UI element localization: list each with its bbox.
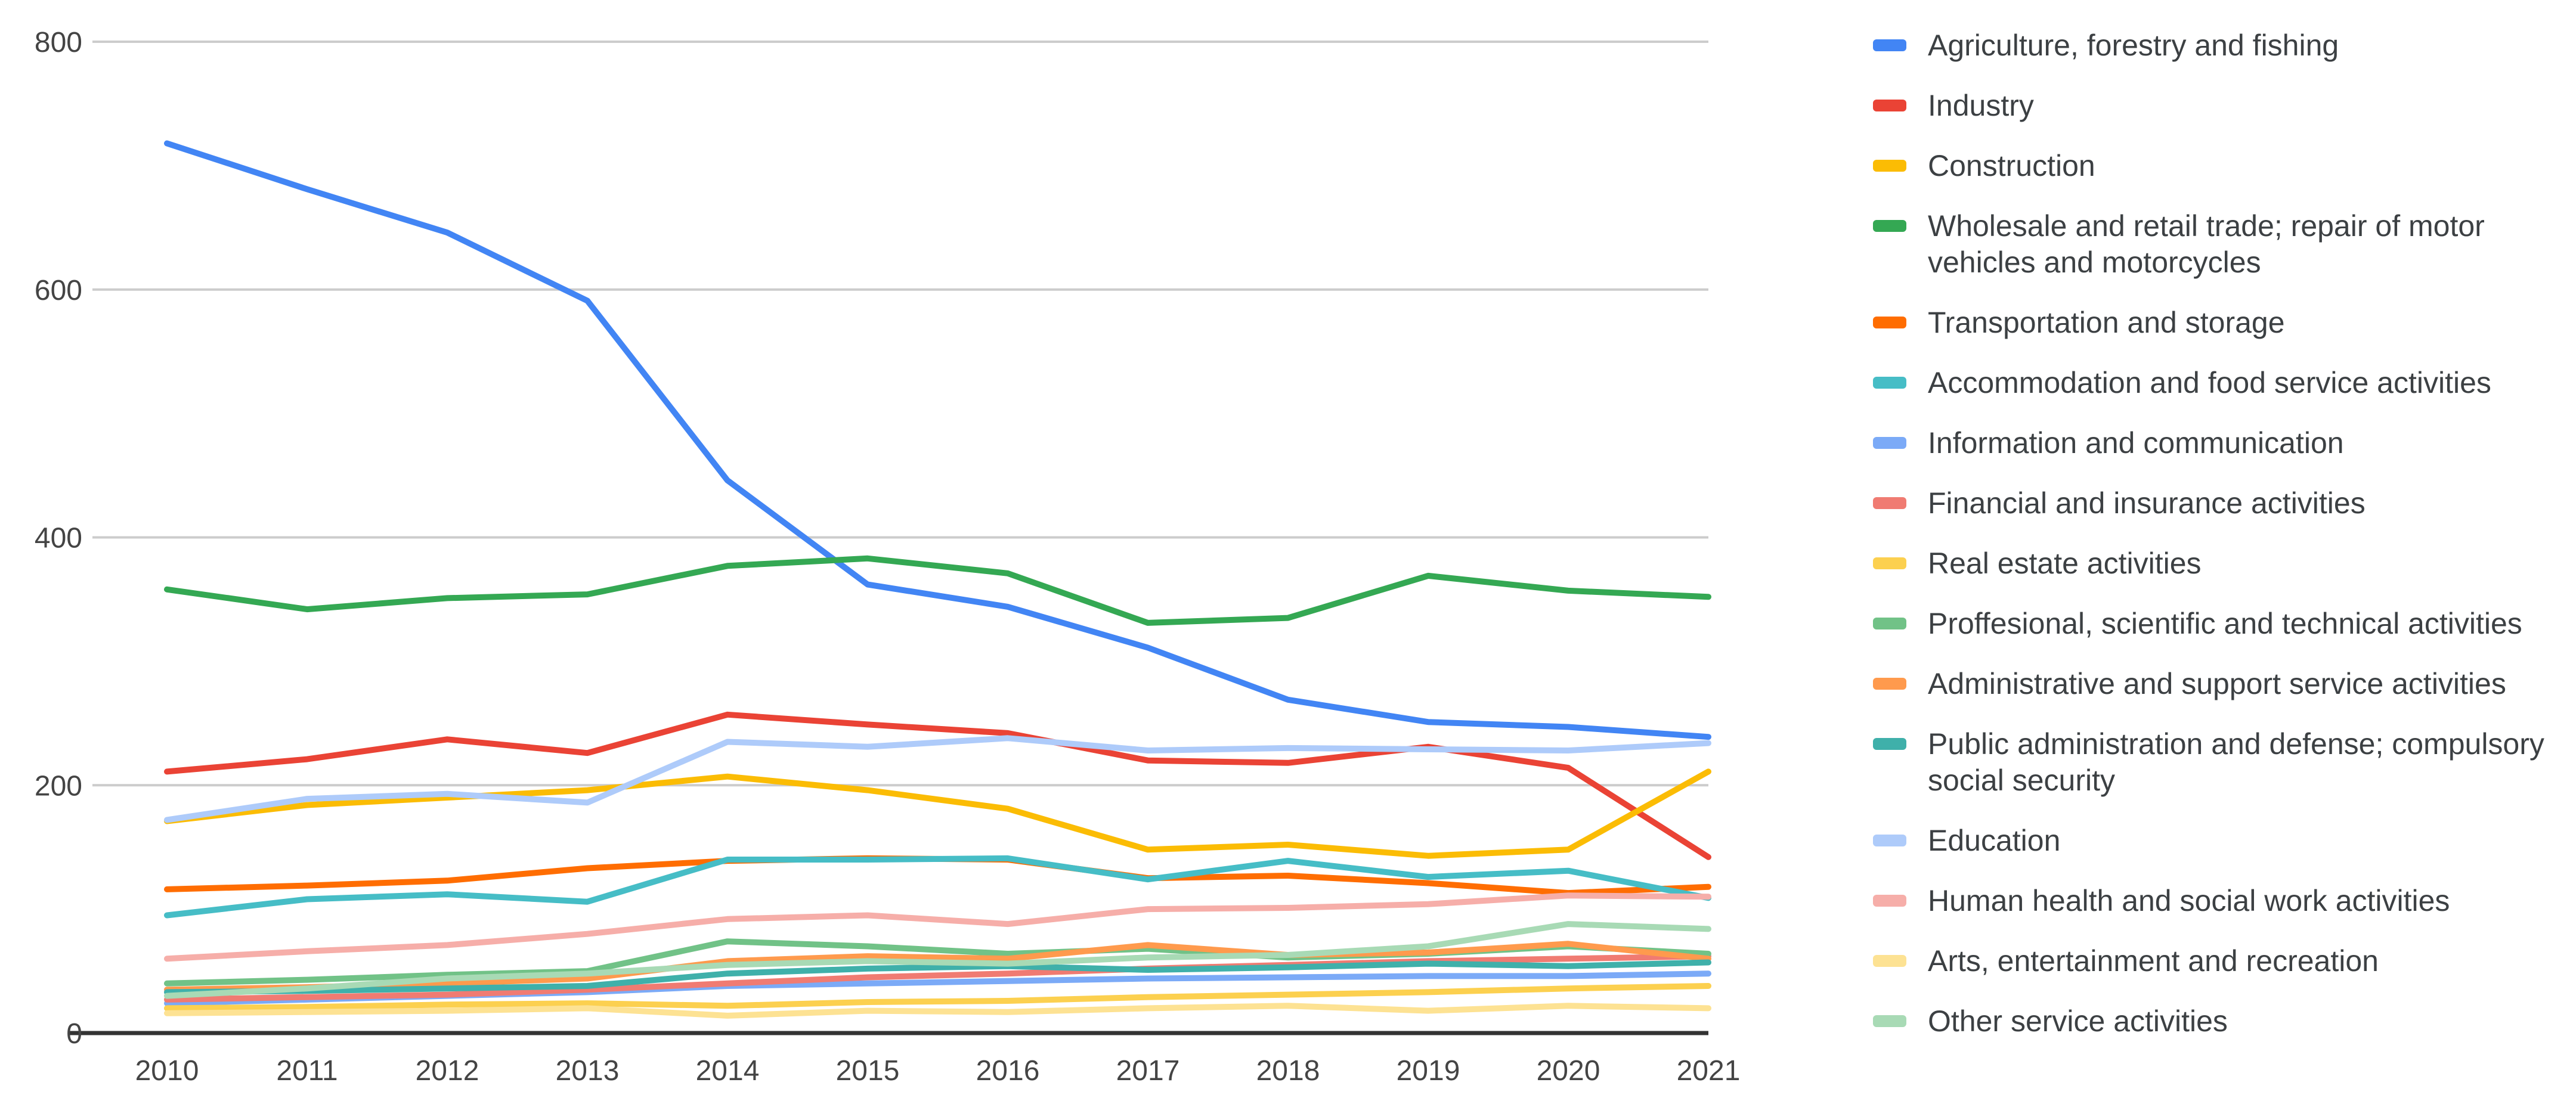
legend-swatch-icon — [1873, 100, 1906, 111]
legend-item[interactable]: Wholesale and retail trade; repair of mo… — [1873, 208, 2565, 281]
legend-item[interactable]: Information and communication — [1873, 425, 2565, 461]
legend-item[interactable]: Public administration and defense; compu… — [1873, 726, 2565, 799]
legend-swatch-icon — [1873, 955, 1906, 967]
series-line[interactable] — [164, 941, 1711, 993]
x-tick-label: 2015 — [836, 1055, 900, 1087]
x-tick-label: 2013 — [556, 1055, 620, 1087]
x-tick-label: 2021 — [1677, 1055, 1741, 1087]
legend-swatch-icon — [1873, 497, 1906, 509]
legend-label: Other service activities — [1928, 1004, 2228, 1038]
legend-label: Administrative and support service activ… — [1928, 667, 2506, 700]
series-line[interactable] — [164, 1003, 1711, 1019]
legend-item[interactable]: Other service activities — [1873, 1003, 2565, 1040]
series-lines — [164, 140, 1711, 1019]
legend-label: Wholesale and retail trade; repair of mo… — [1928, 209, 2485, 279]
chart-legend: Agriculture, forestry and fishing Industr… — [1873, 27, 2565, 1040]
y-axis-tick-labels: 0 200 400 600 800 — [35, 27, 82, 1050]
legend-label: Real estate activities — [1928, 547, 2202, 580]
series-line[interactable] — [164, 735, 1711, 823]
series-line[interactable] — [164, 768, 1711, 859]
x-tick-label: 2017 — [1116, 1055, 1180, 1087]
legend-item[interactable]: Human health and social work activities — [1873, 883, 2565, 919]
legend-label: Agriculture, forestry and fishing — [1928, 29, 2339, 62]
legend-swatch-icon — [1873, 557, 1906, 569]
legend-label: Public administration and defense; compu… — [1928, 727, 2544, 797]
legend-label: Construction — [1928, 149, 2095, 182]
legend-swatch-icon — [1873, 895, 1906, 907]
legend-label: Human health and social work activities — [1928, 884, 2450, 917]
series-line[interactable] — [164, 953, 1711, 1003]
x-tick-label: 2018 — [1256, 1055, 1320, 1087]
legend-item[interactable]: Transportation and storage — [1873, 305, 2565, 341]
legend-label: Information and communication — [1928, 426, 2344, 460]
series-line[interactable] — [164, 855, 1711, 919]
y-tick-label: 400 — [35, 523, 82, 554]
y-tick-label: 800 — [35, 27, 82, 58]
legend-label: Accommodation and food service activitie… — [1928, 366, 2491, 399]
y-tick-label: 200 — [35, 770, 82, 802]
series-line[interactable] — [164, 983, 1711, 1012]
x-tick-label: 2012 — [416, 1055, 479, 1087]
legend-item[interactable]: Construction — [1873, 148, 2565, 184]
x-tick-label: 2010 — [135, 1055, 199, 1087]
legend-item[interactable]: Administrative and support service activ… — [1873, 666, 2565, 702]
x-tick-label: 2019 — [1397, 1055, 1460, 1087]
series-line[interactable] — [164, 555, 1711, 626]
series-line[interactable] — [164, 959, 1711, 995]
legend-label: Proffesional, scientific and technical a… — [1928, 607, 2522, 640]
legend-item[interactable]: Agriculture, forestry and fishing — [1873, 27, 2565, 64]
legend-swatch-icon — [1873, 678, 1906, 690]
legend-label: Industry — [1928, 89, 2034, 122]
legend-swatch-icon — [1873, 160, 1906, 172]
legend-swatch-icon — [1873, 317, 1906, 328]
legend-swatch-icon — [1873, 1015, 1906, 1027]
legend-item[interactable]: Arts, entertainment and recreation — [1873, 943, 2565, 979]
legend-swatch-icon — [1873, 39, 1906, 51]
legend-swatch-icon — [1873, 618, 1906, 629]
legend-swatch-icon — [1873, 437, 1906, 449]
series-line[interactable] — [164, 892, 1711, 962]
legend-item[interactable]: Industry — [1873, 88, 2565, 124]
legend-item[interactable]: Accommodation and food service activitie… — [1873, 365, 2565, 401]
legend-swatch-icon — [1873, 220, 1906, 232]
series-line[interactable] — [164, 921, 1711, 999]
legend-item[interactable]: Education — [1873, 823, 2565, 859]
x-axis-tick-labels: 2010 2011 2012 2013 2014 2015 2016 2017 2018 2019… — [135, 1055, 1741, 1087]
legend-label: Education — [1928, 824, 2061, 857]
legend-swatch-icon — [1873, 377, 1906, 389]
y-tick-label: 0 — [66, 1018, 82, 1050]
y-tick-label: 600 — [35, 275, 82, 306]
legend-item[interactable]: Proffesional, scientific and technical a… — [1873, 606, 2565, 642]
legend-item[interactable]: Real estate activities — [1873, 545, 2565, 582]
series-line[interactable] — [164, 140, 1711, 740]
x-tick-label: 2014 — [696, 1055, 760, 1087]
x-tick-label: 2016 — [976, 1055, 1040, 1087]
gridlines — [92, 41, 1708, 787]
x-tick-label: 2011 — [276, 1055, 338, 1087]
legend-label: Financial and insurance activities — [1928, 486, 2366, 520]
legend-swatch-icon — [1873, 738, 1906, 750]
x-tick-label: 2020 — [1537, 1055, 1600, 1087]
legend-swatch-icon — [1873, 835, 1906, 846]
legend-item[interactable]: Financial and insurance activities — [1873, 485, 2565, 522]
legend-label: Transportation and storage — [1928, 306, 2285, 339]
legend-label: Arts, entertainment and recreation — [1928, 944, 2379, 978]
